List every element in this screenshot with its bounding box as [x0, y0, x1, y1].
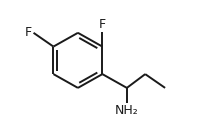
Text: F: F — [99, 18, 106, 30]
Text: NH₂: NH₂ — [115, 104, 139, 117]
Text: F: F — [25, 26, 32, 39]
